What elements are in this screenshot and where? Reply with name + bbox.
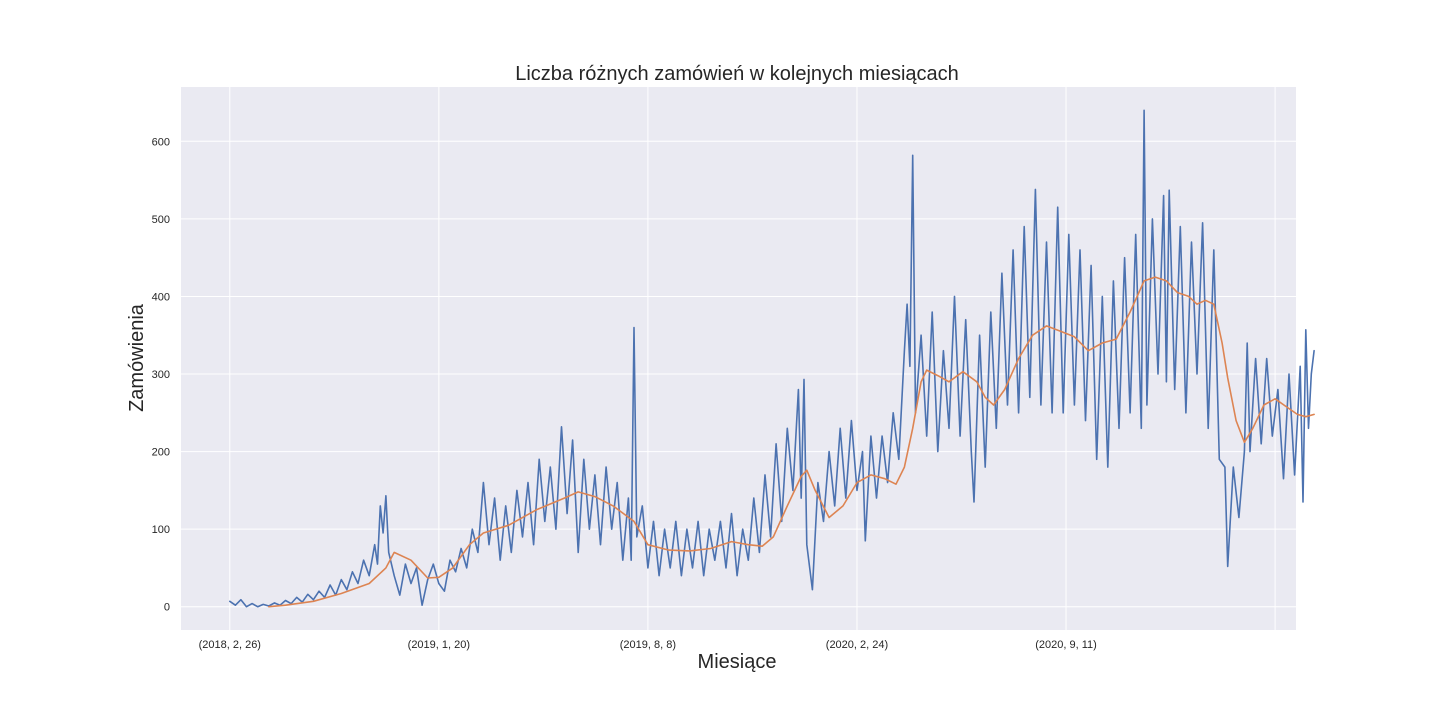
series-line-moving_average (268, 276, 1315, 608)
y-axis-label: Zamówienia (126, 303, 148, 412)
chart-title: Liczba różnych zamówień w kolejnych mies… (515, 63, 959, 85)
series-layer (229, 109, 1315, 608)
x-tick-label: (2019, 8, 8) (620, 639, 676, 651)
x-tick-label: (2018, 2, 26) (199, 639, 261, 651)
y-tick-label: 600 (152, 136, 170, 148)
y-tick-label: 300 (152, 369, 170, 381)
x-tick-labels: (2018, 2, 26) (2019, 1, 20) (2019, 8, 8) (2… (199, 639, 1097, 651)
y-tick-label: 200 (152, 447, 170, 459)
x-axis-label: Miesiące (698, 651, 777, 673)
series-line-daily (229, 109, 1315, 608)
y-tick-labels: 0 100 200 300 400 500 600 (152, 136, 170, 613)
x-tick-label: (2020, 9, 11) (1035, 639, 1097, 651)
y-tick-label: 100 (152, 524, 170, 536)
y-tick-label: 500 (152, 214, 170, 226)
x-tick-label: (2020, 2, 24) (826, 639, 888, 651)
y-tick-label: 400 (152, 291, 170, 303)
plot-area (181, 87, 1296, 630)
x-grid (229, 87, 1276, 630)
y-tick-label: 0 (164, 602, 170, 614)
x-tick-label: (2019, 1, 20) (408, 639, 470, 651)
